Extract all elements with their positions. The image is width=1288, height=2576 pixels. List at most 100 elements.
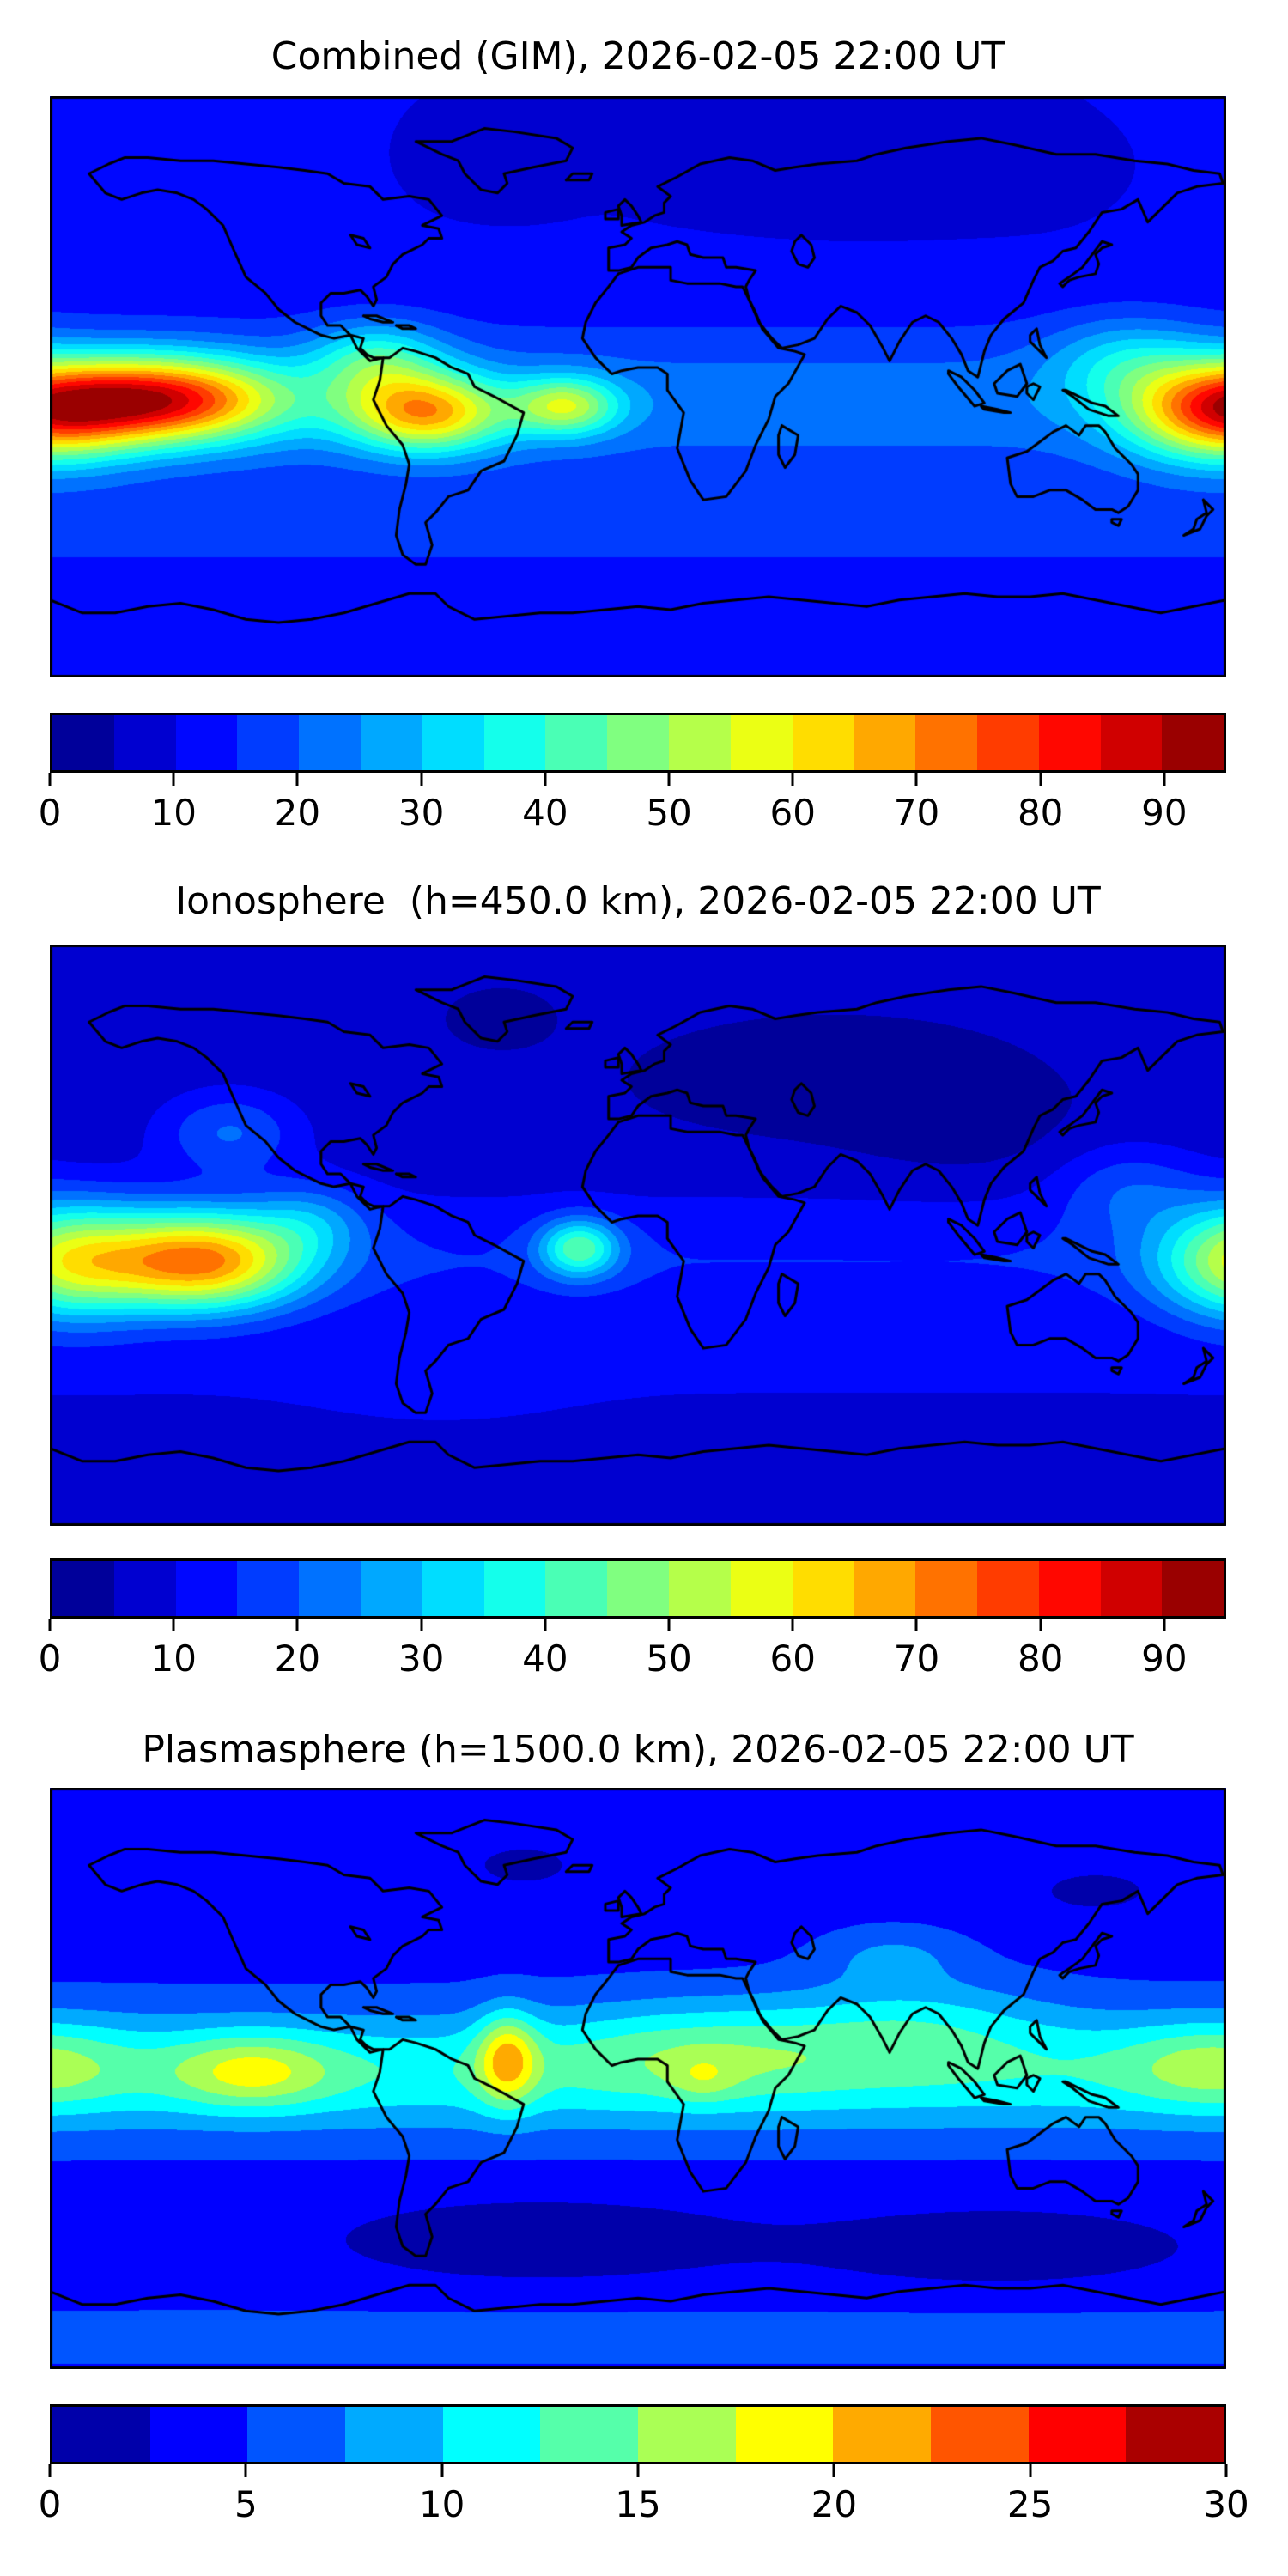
colorbar-segment bbox=[237, 715, 300, 770]
colorbar-tick bbox=[48, 1619, 52, 1631]
colorbar-tick-label: 70 bbox=[893, 1637, 940, 1680]
colorbar-plasmasphere-tick-labels: 0 5 10 15 20 25 30 bbox=[39, 2482, 1249, 2527]
map-canvas-combined bbox=[50, 96, 1226, 677]
colorbar-segment bbox=[730, 715, 793, 770]
colorbar-tick bbox=[420, 1619, 423, 1631]
colorbar-segment bbox=[52, 1561, 114, 1616]
colorbar-tick-label: 90 bbox=[1141, 792, 1188, 834]
colorbar-segment bbox=[833, 2407, 932, 2462]
colorbar-tick bbox=[636, 2464, 640, 2477]
colorbar-tick-label: 20 bbox=[811, 2483, 858, 2525]
colorbar-tick-label: 20 bbox=[274, 1637, 321, 1680]
colorbar-segment bbox=[175, 1561, 238, 1616]
colorbar-tick bbox=[440, 2464, 444, 2477]
colorbar-segment bbox=[735, 2407, 834, 2462]
colorbar-tick bbox=[914, 773, 918, 786]
colorbar-tick-label: 10 bbox=[150, 1637, 197, 1680]
colorbar-segment bbox=[792, 715, 854, 770]
colorbar-tick-label: 10 bbox=[150, 792, 197, 834]
colorbar-tick bbox=[1163, 773, 1166, 786]
colorbar-tick bbox=[48, 2464, 52, 2477]
colorbar-tick bbox=[791, 773, 794, 786]
colorbar-segment bbox=[1038, 1561, 1101, 1616]
colorbar-segment bbox=[483, 1561, 546, 1616]
colorbar-segment bbox=[422, 715, 484, 770]
colorbar-tick-label: 5 bbox=[234, 2483, 258, 2525]
colorbar-segment bbox=[113, 715, 176, 770]
colorbar-segment bbox=[668, 1561, 731, 1616]
colorbar-segment bbox=[540, 2407, 639, 2462]
colorbar-combined-tick-labels: 0 10 20 30 40 50 60 70 80 90 bbox=[39, 791, 1226, 835]
colorbar-segment bbox=[360, 715, 422, 770]
colorbar-tick bbox=[48, 773, 52, 786]
colorbar-segment bbox=[976, 1561, 1039, 1616]
colorbar-tick bbox=[1039, 773, 1042, 786]
panel-plasmasphere-title: Plasmasphere (h=1500.0 km), 2026-02-05 2… bbox=[142, 1728, 1134, 1771]
colorbar-tick bbox=[1224, 2464, 1228, 2477]
colorbar-segment bbox=[52, 715, 114, 770]
colorbar-segment bbox=[792, 1561, 854, 1616]
colorbar-segment bbox=[915, 1561, 977, 1616]
colorbar-segment bbox=[360, 1561, 422, 1616]
colorbar-tick bbox=[667, 1619, 671, 1631]
colorbar-tick-label: 50 bbox=[646, 792, 692, 834]
colorbar-segment bbox=[299, 1561, 361, 1616]
colorbar-tick-label: 30 bbox=[398, 792, 445, 834]
colorbar-tick bbox=[295, 773, 299, 786]
colorbar-tick-label: 80 bbox=[1017, 792, 1064, 834]
colorbar-tick-label: 80 bbox=[1017, 1637, 1064, 1680]
colorbar-segment bbox=[854, 1561, 916, 1616]
colorbar-segment bbox=[730, 1561, 793, 1616]
colorbar-segment bbox=[931, 2407, 1029, 2462]
colorbar-tick bbox=[791, 1619, 794, 1631]
colorbar-tick-label: 20 bbox=[274, 792, 321, 834]
colorbar-segment bbox=[607, 1561, 669, 1616]
colorbar-segment bbox=[149, 2407, 248, 2462]
colorbar-tick-label: 30 bbox=[1203, 2483, 1249, 2525]
colorbar-segment bbox=[1162, 715, 1224, 770]
colorbar-tick-label: 90 bbox=[1141, 1637, 1188, 1680]
colorbar-tick bbox=[667, 773, 671, 786]
colorbar-segment bbox=[483, 715, 546, 770]
map-canvas-plasmasphere bbox=[50, 1788, 1226, 2369]
map-canvas-ionosphere bbox=[50, 945, 1226, 1526]
colorbar-tick bbox=[832, 2464, 835, 2477]
colorbar-segment bbox=[1028, 2407, 1127, 2462]
colorbar-segment bbox=[1126, 2407, 1224, 2462]
colorbar-tick-label: 30 bbox=[398, 1637, 445, 1680]
colorbar-segment bbox=[113, 1561, 176, 1616]
colorbar-tick bbox=[1029, 2464, 1032, 2477]
colorbar-tick-label: 40 bbox=[522, 1637, 568, 1680]
colorbar-tick-label: 60 bbox=[769, 1637, 816, 1680]
colorbar-segment bbox=[1038, 715, 1101, 770]
colorbar-tick bbox=[295, 1619, 299, 1631]
colorbar-tick-label: 0 bbox=[38, 2483, 62, 2525]
colorbar-tick bbox=[544, 773, 547, 786]
colorbar-tick bbox=[172, 1619, 175, 1631]
colorbar-segment bbox=[915, 715, 977, 770]
colorbar-tick bbox=[544, 1619, 547, 1631]
colorbar-plasmasphere bbox=[50, 2404, 1226, 2464]
colorbar-segment bbox=[422, 1561, 484, 1616]
colorbar-plasmasphere-ticks bbox=[48, 2464, 1228, 2478]
colorbar-tick-label: 70 bbox=[893, 792, 940, 834]
colorbar-tick-label: 40 bbox=[522, 792, 568, 834]
colorbar-tick-label: 15 bbox=[615, 2483, 661, 2525]
colorbar-tick bbox=[244, 2464, 247, 2477]
colorbar-segment bbox=[345, 2407, 443, 2462]
colorbar-segment bbox=[1162, 1561, 1224, 1616]
colorbar-segment bbox=[52, 2407, 150, 2462]
colorbar-tick-label: 10 bbox=[418, 2483, 465, 2525]
colorbar-tick bbox=[1039, 1619, 1042, 1631]
colorbar-combined bbox=[50, 713, 1226, 773]
panel-combined-title: Combined (GIM), 2026-02-05 22:00 UT bbox=[270, 34, 1005, 78]
colorbar-segment bbox=[668, 715, 731, 770]
colorbar-segment bbox=[175, 715, 238, 770]
colorbar-segment bbox=[854, 715, 916, 770]
colorbar-tick bbox=[420, 773, 423, 786]
colorbar-tick-label: 50 bbox=[646, 1637, 692, 1680]
colorbar-segment bbox=[545, 1561, 608, 1616]
colorbar-segment bbox=[638, 2407, 736, 2462]
colorbar-combined-ticks bbox=[48, 773, 1226, 787]
colorbar-segment bbox=[299, 715, 361, 770]
